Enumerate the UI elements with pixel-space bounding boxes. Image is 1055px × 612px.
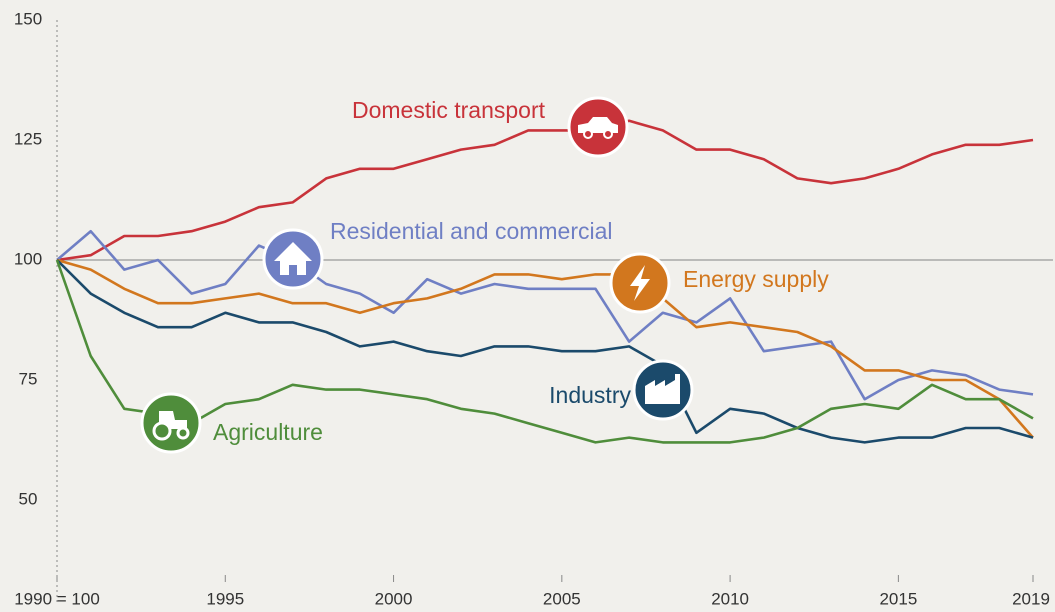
icon-shape (583, 129, 593, 139)
series-label: Energy supply (683, 266, 829, 292)
badge-icon (274, 242, 312, 275)
x-tick-label: 2000 (375, 589, 413, 608)
icon-shape (630, 265, 650, 301)
y-tick-label: 125 (14, 129, 42, 148)
icon-shape (176, 426, 190, 440)
y-tick-label: 150 (14, 9, 42, 28)
icon-shape (274, 242, 312, 275)
icon-shape (603, 129, 613, 139)
series-label: Industry (549, 382, 631, 408)
icon-shape (645, 374, 680, 404)
badge-icon (152, 411, 190, 441)
y-tick-label: 75 (19, 369, 38, 388)
badge-icon (630, 265, 650, 301)
series-line (56, 119, 1034, 262)
series-label: Domestic transport (352, 97, 546, 123)
x-tick-label: 2019 (1012, 589, 1050, 608)
x-tick-label: 1990 = 100 (14, 589, 100, 608)
badge-icon (645, 374, 680, 404)
y-tick-label: 50 (19, 489, 38, 508)
x-tick-label: 2005 (543, 589, 581, 608)
x-tick-label: 2015 (879, 589, 917, 608)
x-tick-label: 1995 (206, 589, 244, 608)
y-tick-label: 100 (14, 249, 42, 268)
series-line (56, 259, 1034, 444)
series-line (56, 258, 1034, 439)
series-line (56, 229, 1034, 401)
x-tick-label: 2010 (711, 589, 749, 608)
badge-icon (578, 117, 618, 139)
series-label: Residential and commercial (330, 218, 613, 244)
icon-shape (152, 421, 172, 441)
series-line (55, 259, 1034, 444)
series-label: Agriculture (213, 419, 323, 445)
